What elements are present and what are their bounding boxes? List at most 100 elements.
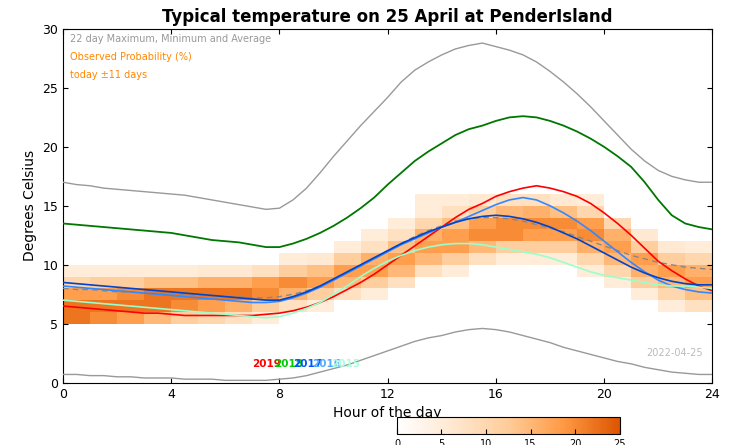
Bar — [252, 288, 280, 300]
Bar — [496, 194, 523, 206]
Bar — [415, 265, 441, 276]
Bar — [63, 288, 90, 300]
Bar — [469, 241, 496, 253]
Bar — [90, 276, 117, 288]
Bar — [63, 300, 90, 312]
Bar — [658, 253, 686, 265]
Bar — [171, 312, 198, 324]
Bar — [144, 300, 171, 312]
Bar — [334, 241, 361, 253]
Bar — [577, 265, 604, 276]
Bar — [496, 241, 523, 253]
Bar — [631, 288, 658, 300]
Bar — [63, 276, 90, 288]
Bar — [577, 230, 604, 241]
Bar — [117, 288, 144, 300]
Bar — [198, 288, 226, 300]
Bar — [171, 276, 198, 288]
Bar — [441, 194, 469, 206]
Text: 2022-04-25: 2022-04-25 — [646, 348, 703, 358]
Bar — [171, 265, 198, 276]
Bar — [550, 241, 577, 253]
Bar — [686, 265, 712, 276]
Bar — [550, 218, 577, 229]
Bar — [90, 300, 117, 312]
Bar — [441, 206, 469, 218]
Bar — [604, 253, 631, 265]
Bar — [415, 194, 441, 206]
Bar — [387, 241, 415, 253]
Bar — [686, 253, 712, 265]
Text: 2019: 2019 — [252, 359, 281, 368]
Bar — [387, 276, 415, 288]
Bar — [144, 265, 171, 276]
Bar — [550, 206, 577, 218]
Bar — [226, 265, 252, 276]
Bar — [523, 218, 550, 229]
Bar — [469, 218, 496, 229]
Bar — [198, 265, 226, 276]
Bar — [361, 265, 387, 276]
Bar — [577, 218, 604, 229]
Bar — [252, 312, 280, 324]
Bar — [604, 230, 631, 241]
Bar — [604, 241, 631, 253]
Bar — [198, 276, 226, 288]
Bar — [523, 230, 550, 241]
Bar — [226, 276, 252, 288]
Text: 2016: 2016 — [312, 359, 341, 368]
Y-axis label: Degrees Celsius: Degrees Celsius — [23, 150, 37, 261]
Bar — [334, 253, 361, 265]
Bar — [171, 300, 198, 312]
Bar — [226, 288, 252, 300]
Bar — [387, 230, 415, 241]
Bar — [441, 265, 469, 276]
Bar — [686, 300, 712, 312]
Bar — [198, 312, 226, 324]
Bar — [387, 265, 415, 276]
X-axis label: Hour of the day: Hour of the day — [333, 406, 442, 420]
Bar — [686, 288, 712, 300]
Bar — [441, 241, 469, 253]
Bar — [361, 253, 387, 265]
Bar — [117, 312, 144, 324]
Bar — [550, 194, 577, 206]
Bar — [550, 230, 577, 241]
Bar — [334, 288, 361, 300]
Bar — [90, 288, 117, 300]
Bar — [361, 276, 387, 288]
Bar — [144, 288, 171, 300]
Bar — [306, 300, 334, 312]
Bar — [441, 230, 469, 241]
Bar — [252, 276, 280, 288]
Bar — [658, 241, 686, 253]
Text: today ±11 days: today ±11 days — [70, 69, 147, 80]
Bar — [306, 288, 334, 300]
Bar — [117, 300, 144, 312]
Bar — [280, 265, 306, 276]
Bar — [523, 241, 550, 253]
Bar — [631, 253, 658, 265]
Bar — [441, 253, 469, 265]
Bar — [496, 230, 523, 241]
Bar — [306, 265, 334, 276]
Bar — [631, 276, 658, 288]
Bar — [198, 300, 226, 312]
Bar — [144, 276, 171, 288]
Bar — [469, 253, 496, 265]
Bar — [604, 218, 631, 229]
Bar — [280, 253, 306, 265]
Bar — [577, 241, 604, 253]
Bar — [306, 276, 334, 288]
Bar — [523, 206, 550, 218]
Bar — [496, 206, 523, 218]
Bar — [604, 276, 631, 288]
Text: Observed Probability (%): Observed Probability (%) — [70, 52, 191, 62]
Bar — [441, 218, 469, 229]
Bar — [415, 241, 441, 253]
Bar — [550, 253, 577, 265]
Bar — [686, 276, 712, 288]
Text: 2015: 2015 — [331, 359, 360, 368]
Bar — [577, 253, 604, 265]
Bar — [631, 265, 658, 276]
